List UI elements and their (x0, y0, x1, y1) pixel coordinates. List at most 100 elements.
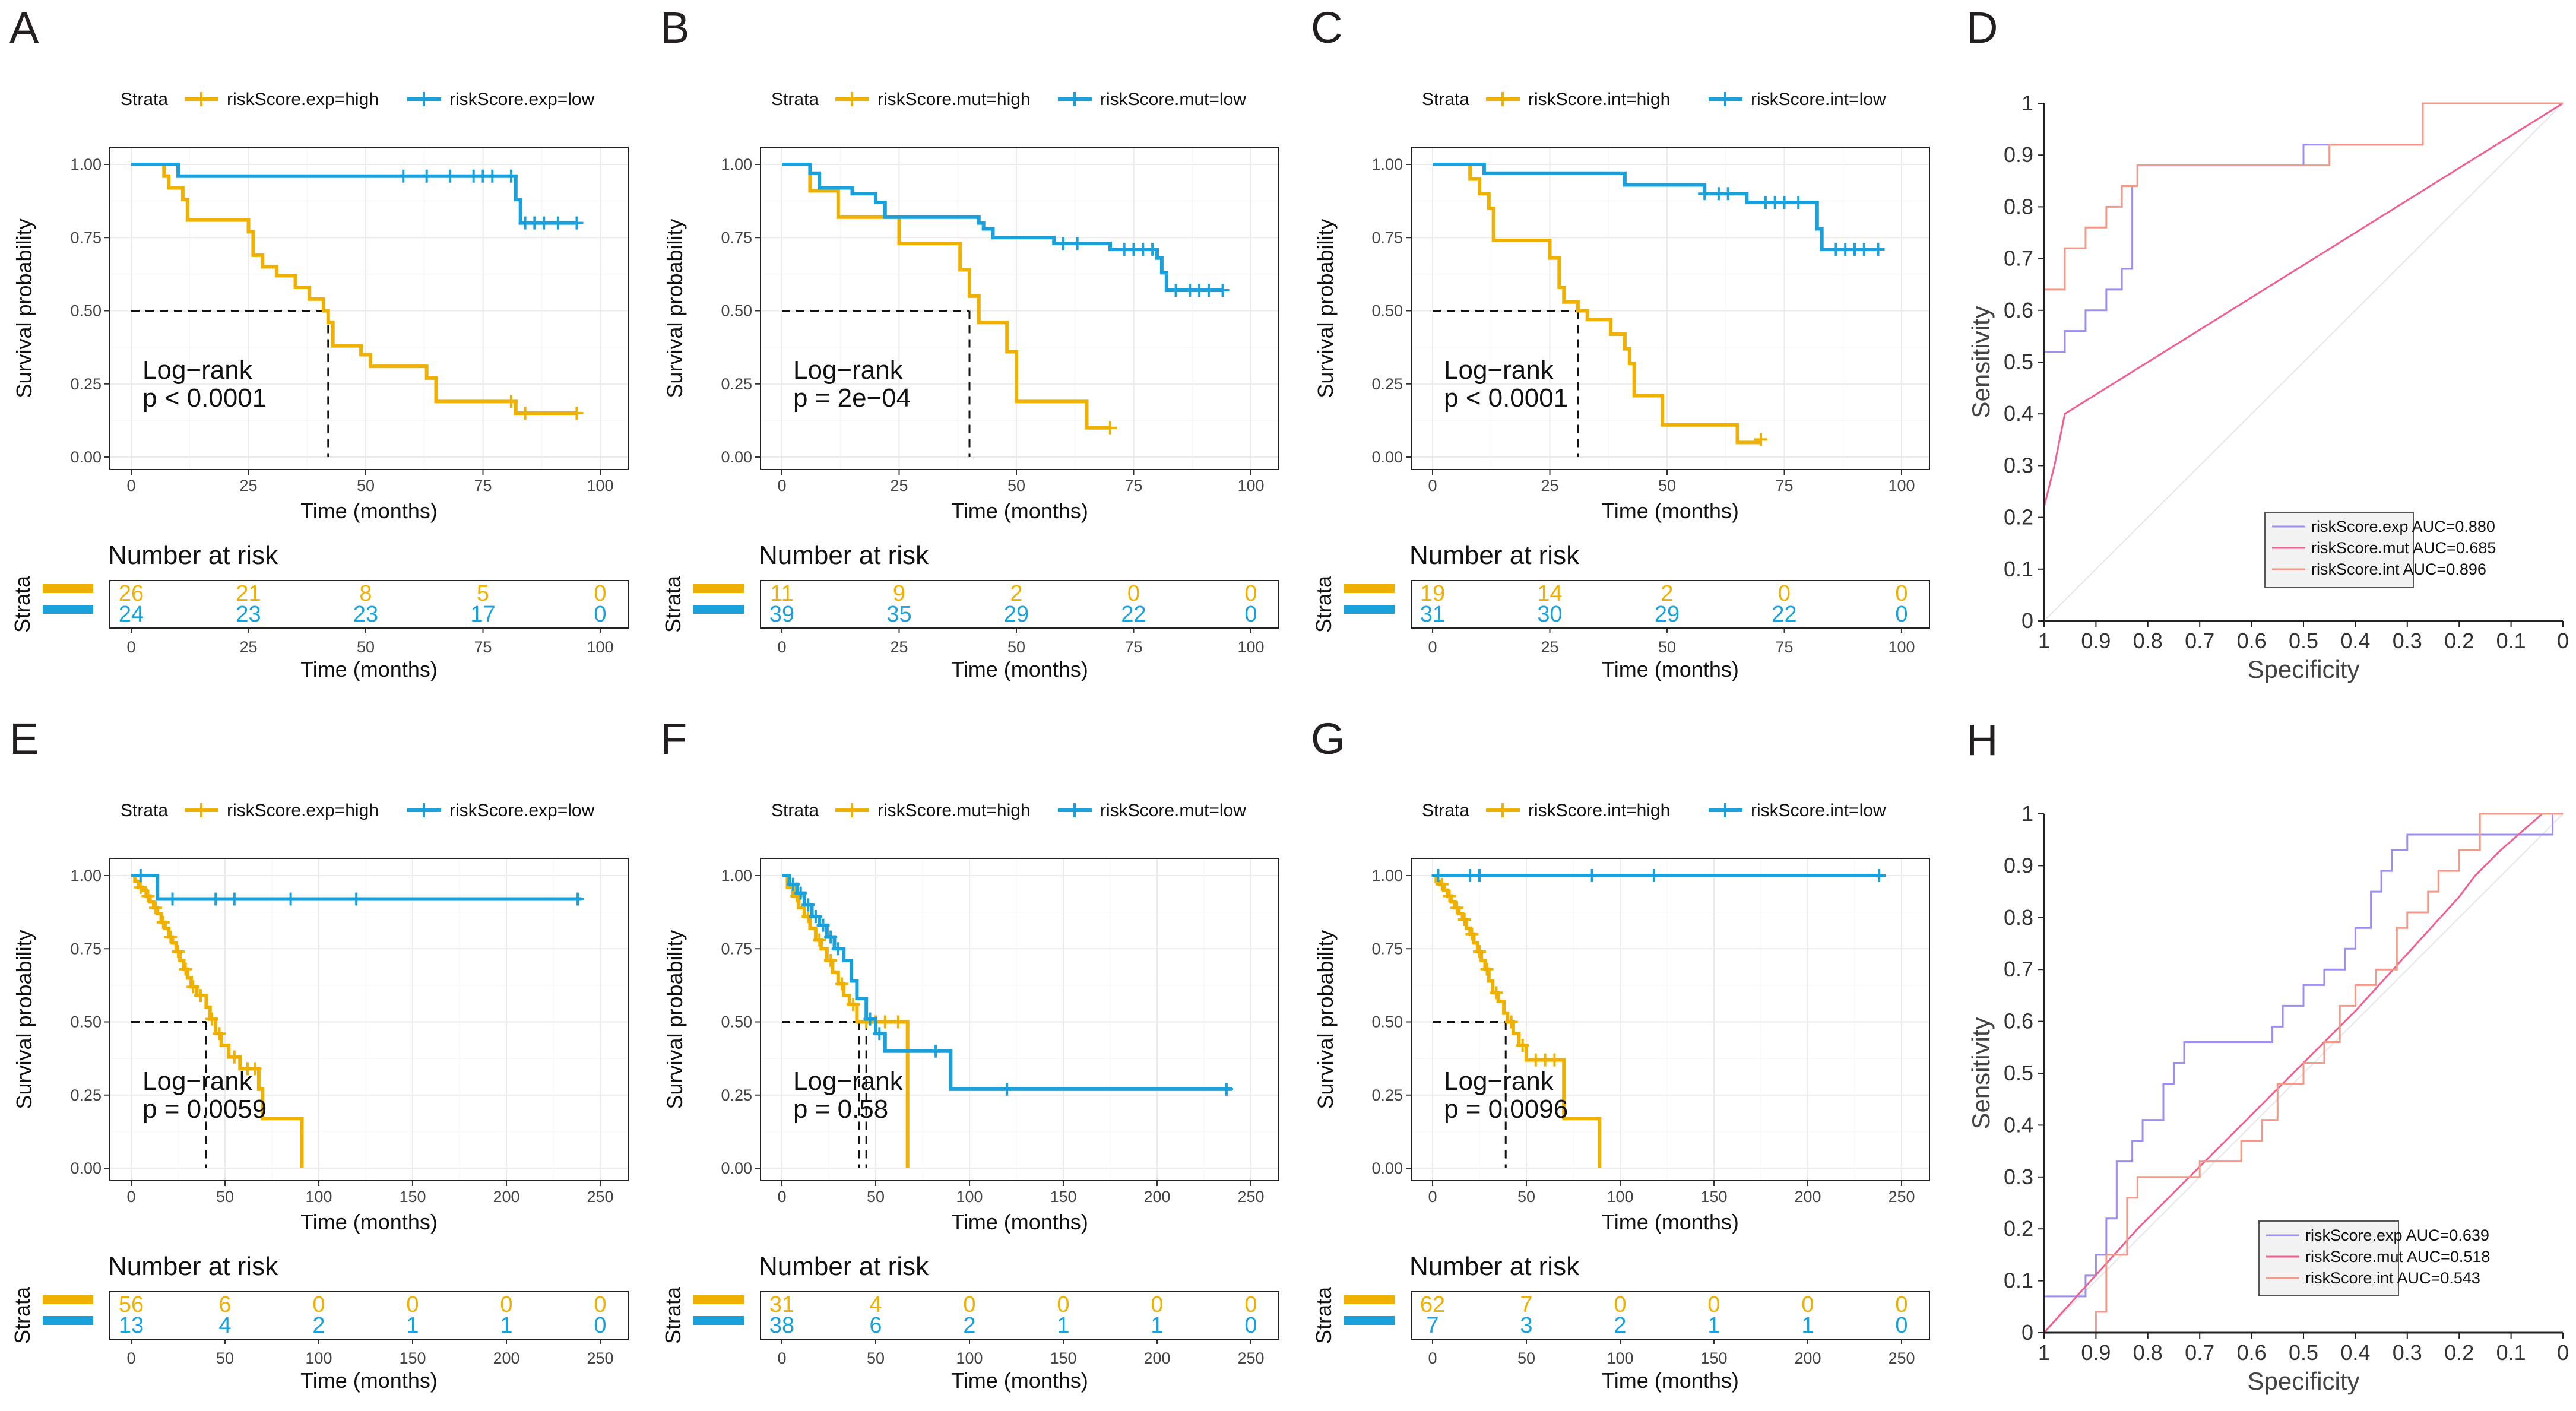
x-tick-label: 25 (890, 477, 908, 494)
risk-count: 23 (236, 602, 261, 627)
censor-mark (537, 216, 551, 230)
censor-mark (1450, 901, 1464, 915)
y-tick-label: 0 (2021, 1320, 2033, 1345)
y-tick-label: 0.3 (2004, 453, 2033, 477)
risk-table-x-title: Time (months) (951, 657, 1088, 681)
x-tick-label: 1 (2038, 629, 2050, 653)
panel-letter-H: H (1966, 715, 1998, 765)
risk-count: 13 (119, 1313, 144, 1338)
logrank-label: Log−rank (142, 1067, 253, 1096)
x-tick-label: 50 (1007, 477, 1025, 494)
legend-title: Strata (1422, 801, 1469, 820)
x-tick-label: 100 (1237, 477, 1264, 494)
censor-mark (1202, 283, 1215, 297)
legend-entry: riskScore.exp AUC=0.639 (2305, 1226, 2489, 1244)
risk-x-tick-label: 250 (1888, 1349, 1915, 1367)
y-tick-label: 0.00 (721, 1159, 752, 1177)
x-tick-label: 50 (1517, 1188, 1535, 1206)
risk-count: 21 (236, 581, 261, 606)
risk-x-tick-label: 200 (1143, 1349, 1170, 1367)
censor-mark (570, 216, 584, 230)
x-tick-label: 0 (2557, 629, 2569, 653)
risk-row-swatch (43, 1316, 93, 1325)
survival-curve-high (131, 163, 577, 416)
censor-mark (1871, 242, 1885, 256)
gridlines (761, 858, 1279, 1181)
censor-mark (1219, 1082, 1233, 1096)
risk-x-tick-label: 25 (1541, 638, 1558, 656)
risk-count: 0 (1057, 1292, 1069, 1317)
censor-mark (209, 892, 223, 906)
censor-mark (443, 169, 457, 183)
legend-entry: riskScore.exp=low (449, 801, 595, 820)
risk-x-tick-label: 250 (1237, 1349, 1264, 1367)
censor-mark (551, 216, 565, 230)
y-tick-label: 0.9 (2004, 853, 2033, 877)
risk-count: 8 (359, 581, 372, 606)
legend-box (2258, 1220, 2399, 1296)
x-tick-label: 250 (1888, 1188, 1915, 1206)
y-tick-label: 0.8 (2004, 194, 2033, 218)
censor-mark (1443, 889, 1456, 903)
risk-x-tick-label: 200 (1794, 1349, 1821, 1367)
km-panel-C: C Strata riskScore.int=high riskScore.int=l… (1311, 3, 1930, 681)
x-tick-label: 200 (1143, 1188, 1170, 1206)
censor-mark (1104, 421, 1117, 435)
censor-mark (831, 942, 845, 956)
censor-mark (1146, 242, 1159, 256)
risk-x-tick-label: 50 (216, 1349, 234, 1367)
roc-curve-riskScore-int (2044, 813, 2563, 1334)
risk-count: 0 (1895, 602, 1908, 627)
risk-count: 62 (1420, 1292, 1445, 1317)
risk-row-swatch (43, 584, 93, 593)
risk-count: 0 (594, 1292, 606, 1317)
risk-count: 26 (119, 581, 144, 606)
risk-x-tick-label: 250 (587, 1349, 613, 1367)
km-panel-G: G Strata riskScore.int=high riskScore.int=l… (1311, 714, 1930, 1393)
km-panel-A: A Strata riskScore.exp=high riskScore.exp=l… (9, 3, 629, 681)
risk-count: 0 (1244, 602, 1257, 627)
censor-mark (786, 877, 800, 891)
risk-count: 2 (963, 1313, 975, 1338)
legend-title: Strata (771, 90, 819, 109)
p-value-label: p = 0.0059 (142, 1095, 267, 1124)
censor-mark (1216, 283, 1230, 297)
risk-count: 0 (1801, 1292, 1814, 1317)
x-tick-label: 75 (474, 477, 492, 494)
censor-mark (1480, 962, 1494, 976)
risk-count: 0 (1244, 1313, 1257, 1338)
risk-x-tick-label: 100 (956, 1349, 983, 1367)
y-tick-label: 0.00 (721, 448, 752, 466)
risk-count: 23 (353, 602, 378, 627)
gridlines (1411, 147, 1929, 470)
censor-mark (1721, 187, 1735, 201)
plot-background (110, 147, 628, 470)
risk-count: 1 (406, 1313, 419, 1338)
legend-entry: riskScore.mut AUC=0.685 (2311, 539, 2496, 557)
censor-mark (213, 1027, 226, 1041)
risk-count: 7 (1520, 1292, 1532, 1317)
y-tick-label: 0 (2021, 608, 2033, 633)
legend-entry: riskScore.exp=high (227, 90, 379, 109)
x-tick-label: 100 (587, 477, 613, 494)
risk-x-tick-label: 0 (777, 638, 786, 656)
censor-mark (1647, 869, 1661, 882)
risk-x-tick-label: 0 (777, 1349, 786, 1367)
x-axis-title: Time (months) (1602, 499, 1739, 523)
legend-title: Strata (1422, 90, 1469, 109)
risk-x-tick-label: 100 (1607, 1349, 1633, 1367)
y-tick-label: 0.50 (721, 302, 752, 320)
censor-mark (809, 910, 822, 924)
risk-row-swatch (693, 584, 744, 593)
risk-count: 19 (1420, 581, 1445, 606)
x-tick-label: 150 (1050, 1188, 1076, 1206)
x-tick-label: 100 (1607, 1188, 1633, 1206)
risk-count: 1 (1707, 1313, 1720, 1338)
risk-count: 2 (1661, 581, 1673, 606)
roc-panel-H: H 0 0.1 0.2 0.3 0.4 0.5 0.6 0.7 0.8 0.9 1 1 0.9 0.8 0.7… (1966, 715, 2569, 1395)
risk-count: 0 (594, 581, 606, 606)
x-tick-label: 0.1 (2496, 1340, 2526, 1365)
risk-count: 38 (769, 1313, 794, 1338)
risk-row-swatch (693, 605, 744, 614)
